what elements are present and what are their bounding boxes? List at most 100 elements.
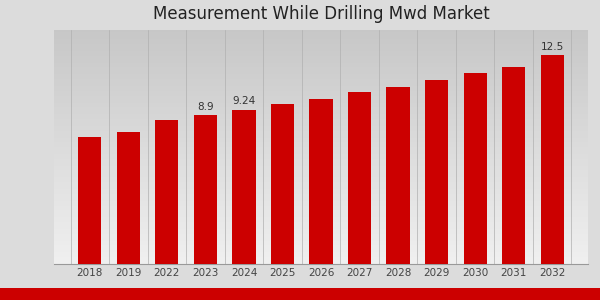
Bar — [348, 92, 371, 264]
Bar — [54, 65, 588, 68]
Bar — [54, 138, 588, 140]
Bar — [54, 159, 588, 161]
Bar — [54, 72, 588, 74]
Bar — [54, 133, 588, 135]
Bar — [54, 91, 588, 93]
Bar — [54, 234, 588, 236]
Bar — [54, 68, 588, 70]
Bar — [54, 164, 588, 166]
Bar — [54, 177, 588, 180]
Bar — [54, 145, 588, 147]
Bar — [54, 124, 588, 126]
Bar — [54, 37, 588, 39]
Bar — [54, 241, 588, 243]
Bar — [54, 259, 588, 262]
Bar — [54, 39, 588, 42]
Bar — [54, 44, 588, 46]
Bar — [54, 58, 588, 60]
Bar — [54, 35, 588, 37]
Text: 12.5: 12.5 — [541, 42, 564, 52]
Bar — [54, 255, 588, 257]
Bar — [54, 236, 588, 238]
Bar — [54, 98, 588, 100]
Bar — [54, 231, 588, 234]
Bar — [54, 51, 588, 53]
Bar — [54, 184, 588, 187]
Bar — [54, 245, 588, 247]
Bar — [310, 98, 332, 264]
Bar — [54, 130, 588, 133]
Bar — [54, 220, 588, 222]
Bar — [54, 147, 588, 149]
Bar — [54, 84, 588, 86]
Bar — [54, 252, 588, 255]
Bar — [54, 32, 588, 35]
Bar — [54, 168, 588, 170]
Bar — [54, 70, 588, 72]
Bar — [54, 86, 588, 88]
Bar — [54, 142, 588, 145]
Bar — [54, 199, 588, 201]
Bar — [54, 170, 588, 173]
Bar — [54, 215, 588, 217]
Bar — [54, 56, 588, 58]
Bar — [54, 210, 588, 212]
Bar — [54, 182, 588, 184]
Bar — [54, 201, 588, 203]
Bar — [54, 135, 588, 138]
Bar — [232, 110, 256, 264]
Bar — [54, 238, 588, 241]
Bar — [54, 60, 588, 63]
Bar — [54, 103, 588, 105]
Bar — [54, 257, 588, 259]
Bar — [54, 105, 588, 107]
Bar — [54, 112, 588, 114]
Bar — [54, 82, 588, 84]
Bar — [54, 250, 588, 252]
Bar — [54, 191, 588, 194]
Text: 9.24: 9.24 — [232, 96, 256, 106]
Bar — [54, 74, 588, 77]
Bar — [54, 100, 588, 103]
Bar — [54, 166, 588, 168]
Bar — [54, 114, 588, 117]
Bar — [54, 243, 588, 245]
Bar — [54, 229, 588, 231]
Bar — [271, 103, 294, 264]
Bar — [54, 49, 588, 51]
Bar — [54, 152, 588, 154]
Bar — [78, 137, 101, 264]
Bar — [54, 161, 588, 164]
Bar — [54, 156, 588, 159]
Bar — [541, 55, 564, 264]
Bar — [54, 126, 588, 128]
Bar — [54, 88, 588, 91]
Bar — [54, 248, 588, 250]
Bar — [155, 120, 178, 264]
Bar — [54, 42, 588, 44]
Bar — [54, 180, 588, 182]
Bar — [54, 121, 588, 124]
Bar — [54, 173, 588, 175]
Bar — [54, 189, 588, 191]
Bar — [54, 77, 588, 79]
Bar — [386, 87, 410, 264]
Bar — [54, 212, 588, 215]
Bar — [54, 217, 588, 220]
Bar — [54, 95, 588, 98]
Bar — [54, 46, 588, 49]
Bar — [54, 149, 588, 152]
Bar — [54, 196, 588, 199]
Bar — [54, 154, 588, 156]
Bar — [54, 262, 588, 264]
Bar — [54, 93, 588, 95]
Bar — [54, 107, 588, 110]
Bar — [54, 226, 588, 229]
Bar — [54, 53, 588, 56]
Bar — [54, 187, 588, 189]
Text: 8.9: 8.9 — [197, 102, 214, 112]
Bar — [54, 224, 588, 226]
Bar — [54, 206, 588, 208]
Bar — [54, 110, 588, 112]
Bar — [54, 208, 588, 210]
